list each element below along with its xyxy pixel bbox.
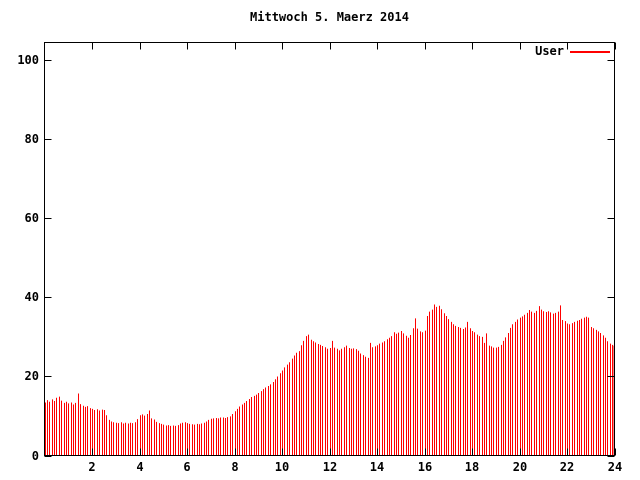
x-tick-label: 14: [369, 460, 385, 474]
x-tick-label: 20: [512, 460, 528, 474]
chart-title: Mittwoch 5. Maerz 2014: [250, 10, 409, 24]
x-tick-label: 22: [559, 460, 575, 474]
x-tick-label: 18: [464, 460, 480, 474]
legend-line-sample: [570, 51, 610, 53]
x-tick-label: 10: [274, 460, 290, 474]
legend-label: User: [535, 44, 564, 58]
y-tick-label: 40: [24, 290, 39, 304]
x-tick-label: 16: [417, 460, 433, 474]
y-tick-label: 100: [17, 53, 39, 67]
plot-border: [44, 42, 615, 456]
x-tick-label: 4: [136, 460, 144, 474]
y-tick-label: 80: [24, 132, 39, 146]
x-tick-label: 6: [183, 460, 191, 474]
x-tick-label: 2: [88, 460, 96, 474]
x-tick-label: 24: [607, 460, 623, 474]
y-tick-label: 20: [24, 369, 39, 383]
x-tick-label: 8: [231, 460, 239, 474]
x-tick-label: 12: [322, 460, 338, 474]
y-tick-label: 60: [24, 211, 39, 225]
y-tick-label: 0: [31, 449, 39, 463]
